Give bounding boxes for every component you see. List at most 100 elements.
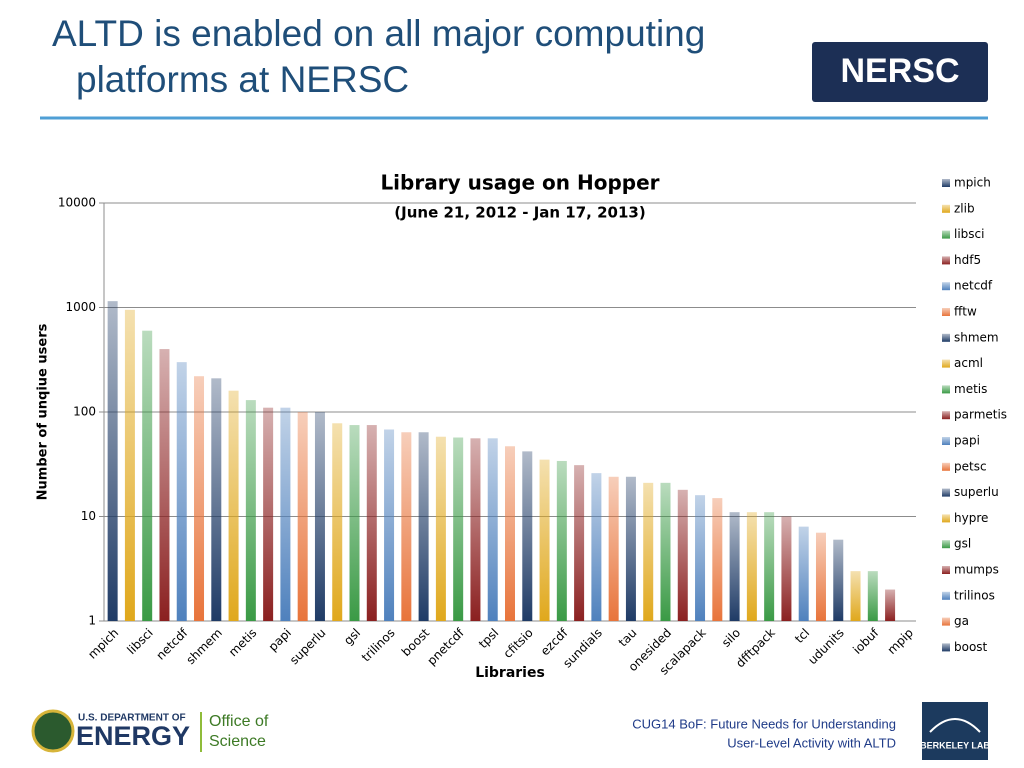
bar	[574, 465, 585, 621]
bar	[349, 425, 360, 621]
x-tick-label: papi	[266, 626, 294, 654]
footer-text: CUG14 BoF: Future Needs for Understandin…	[632, 716, 896, 731]
legend-swatch	[942, 333, 950, 342]
bar	[660, 482, 671, 621]
x-tick-label: tpsl	[476, 626, 501, 651]
x-tick-label: cfitsio	[501, 626, 536, 661]
bar	[401, 432, 412, 621]
bar	[885, 589, 896, 621]
legend-swatch	[942, 204, 950, 213]
y-tick-label: 100	[73, 405, 96, 419]
bar	[798, 526, 809, 621]
x-tick-label: trilinos	[359, 626, 398, 665]
bar	[107, 301, 118, 621]
legend-swatch	[942, 488, 950, 497]
legend-label: hdf5	[954, 253, 981, 267]
bar	[695, 495, 706, 621]
legend-label: zlib	[954, 201, 975, 215]
bar	[159, 349, 170, 621]
berkeley-logo-arc	[929, 718, 981, 733]
legend-swatch	[942, 514, 950, 523]
legend-swatch	[942, 308, 950, 316]
footer-text: User-Level Activity with ALTD	[727, 735, 896, 750]
nersc-logo-text: NERSC	[840, 52, 959, 90]
x-tick-label: tau	[616, 626, 640, 650]
legend-label: papi	[954, 434, 980, 448]
doe-text: U.S. DEPARTMENT OF	[78, 713, 186, 724]
legend-label: parmetis	[954, 408, 1007, 422]
legend-label: fftw	[954, 305, 977, 319]
chart-subtitle: (June 21, 2012 - Jan 17, 2013)	[394, 204, 645, 222]
chart-title: Library usage on Hopper	[380, 171, 659, 195]
bar	[677, 489, 688, 621]
bar	[176, 362, 187, 621]
bar	[556, 460, 567, 621]
bar	[746, 512, 757, 621]
legend-label: petsc	[954, 459, 987, 473]
x-tick-label: mpich	[85, 626, 121, 662]
legend-label: mumps	[954, 563, 999, 577]
slide-title: ALTD is enabled on all major computing	[52, 13, 705, 54]
bar	[332, 423, 343, 621]
bar	[453, 437, 464, 621]
legend-swatch	[942, 230, 950, 239]
legend-label: ga	[954, 614, 969, 628]
y-tick-label: 1	[88, 614, 96, 628]
bar	[470, 438, 481, 621]
bar	[245, 400, 256, 621]
legend-swatch	[942, 282, 950, 291]
bar	[781, 516, 792, 621]
doe-seal	[31, 709, 75, 753]
x-tick-label: iobuf	[850, 625, 882, 657]
legend-label: libsci	[954, 227, 984, 241]
bar	[591, 473, 602, 621]
bar	[487, 438, 498, 621]
bar	[418, 432, 429, 621]
bar	[142, 330, 153, 621]
x-tick-label: mpip	[885, 626, 916, 657]
legend-label: gsl	[954, 537, 971, 551]
bar	[314, 412, 325, 621]
legend-label: netcdf	[954, 279, 993, 293]
doe-text: Science	[209, 733, 266, 750]
legend-swatch	[942, 411, 950, 420]
x-axis-label: Libraries	[475, 665, 545, 681]
legend-swatch	[942, 359, 950, 368]
bar	[539, 459, 550, 621]
bar	[384, 429, 395, 621]
bar	[764, 512, 775, 621]
x-tick-label: shmem	[183, 626, 224, 667]
bar	[124, 309, 135, 621]
legend-swatch	[942, 385, 950, 394]
chart: Library usage on Hopper (June 21, 2012 - …	[36, 171, 1008, 682]
bar	[867, 571, 878, 621]
legend-swatch	[942, 643, 950, 652]
bar	[194, 376, 205, 621]
legend-swatch	[942, 566, 950, 574]
bar	[729, 512, 740, 621]
x-tick-label: superlu	[287, 626, 329, 668]
bar	[505, 446, 515, 621]
legend-label: trilinos	[954, 588, 995, 602]
legend-label: metis	[954, 382, 987, 396]
y-tick-label: 1000	[65, 300, 96, 314]
bar	[522, 451, 533, 621]
legend-swatch	[942, 591, 950, 600]
doe-text: ENERGY	[76, 721, 190, 751]
bar	[643, 482, 654, 621]
x-tick-label: silo	[719, 626, 743, 650]
y-tick-label: 10	[81, 509, 96, 523]
bar	[850, 571, 861, 621]
bar	[815, 532, 826, 621]
legend-label: hypre	[954, 511, 988, 525]
bar	[280, 407, 291, 621]
legend-label: superlu	[954, 485, 999, 499]
bar	[297, 412, 308, 621]
legend-swatch	[942, 179, 950, 187]
legend-swatch	[942, 437, 950, 445]
x-tick-label: tcl	[792, 626, 812, 646]
legend-swatch	[942, 540, 950, 549]
x-tick-label: libsci	[124, 626, 155, 657]
bar	[712, 498, 723, 621]
